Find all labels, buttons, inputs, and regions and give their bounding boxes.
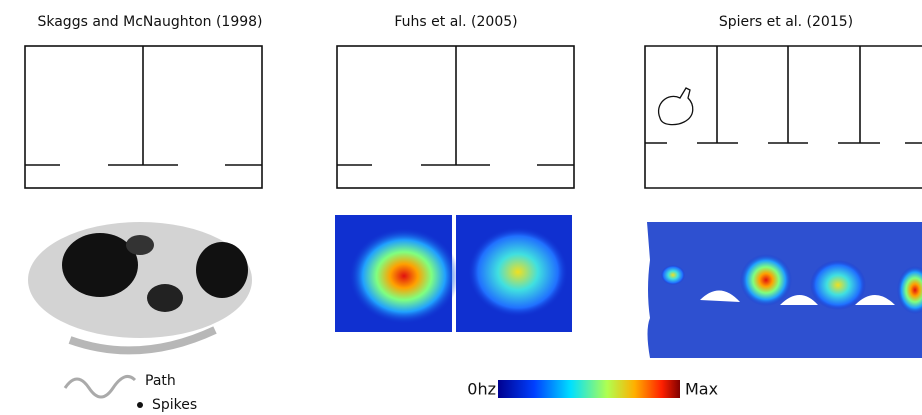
figure: Skaggs and McNaughton (1998) Fuhs et al.… xyxy=(0,0,922,415)
panel-title: Fuhs et al. (2005) xyxy=(394,14,517,30)
panel-title: Skaggs and McNaughton (1998) xyxy=(37,14,262,30)
rate-map xyxy=(647,222,922,358)
maze xyxy=(25,46,262,188)
colorbar xyxy=(498,380,680,398)
colorbar-max: Max xyxy=(685,380,718,399)
page: Skaggs and McNaughton (1998) Fuhs et al.… xyxy=(0,0,922,415)
rate-map xyxy=(335,215,572,332)
maze xyxy=(645,46,922,188)
panel-title: Spiers et al. (2015) xyxy=(719,14,853,30)
spike-icon xyxy=(137,402,143,408)
path-icon xyxy=(65,376,135,397)
colorbar-min: 0hz xyxy=(467,380,496,399)
legend-label: Path xyxy=(145,373,176,389)
maze xyxy=(337,46,574,188)
legend-label: Spikes xyxy=(152,397,197,413)
spike-map xyxy=(28,222,252,350)
